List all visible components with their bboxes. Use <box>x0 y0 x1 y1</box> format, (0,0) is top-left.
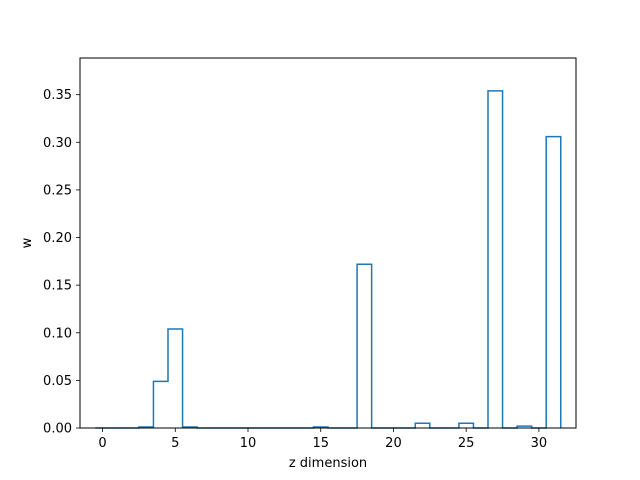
y-axis-label: w <box>20 237 35 248</box>
x-tick-label: 5 <box>171 436 179 451</box>
histogram-bin <box>415 423 430 428</box>
y-tick-label: 0.20 <box>43 231 72 246</box>
x-axis: 0 5 10 15 20 25 30 <box>98 428 547 451</box>
plot-area <box>95 90 562 429</box>
histogram-bin <box>168 329 183 428</box>
histogram-bin <box>459 423 474 428</box>
histogram-bin <box>488 91 503 428</box>
y-axis: 0.00 0.05 0.10 0.15 0.20 0.25 0.30 0.35 <box>43 88 80 437</box>
x-tick-label: 25 <box>458 436 475 451</box>
histogram-bin <box>357 264 372 428</box>
x-axis-label: z dimension <box>289 456 367 471</box>
y-tick-label: 0.25 <box>43 183 72 198</box>
x-tick-label: 30 <box>531 436 548 451</box>
x-tick-label: 10 <box>240 436 257 451</box>
y-tick-label: 0.00 <box>43 422 72 437</box>
axes-frame <box>79 57 577 429</box>
y-tick-label: 0.35 <box>43 88 72 103</box>
x-tick-label: 20 <box>385 436 402 451</box>
y-tick-label: 0.05 <box>43 374 72 389</box>
y-tick-label: 0.10 <box>43 326 72 341</box>
histogram-bin <box>546 137 561 428</box>
y-tick-label: 0.15 <box>43 279 72 294</box>
histogram-step-line <box>95 90 562 429</box>
x-tick-label: 0 <box>98 436 106 451</box>
x-tick-label: 15 <box>312 436 329 451</box>
y-tick-label: 0.30 <box>43 136 72 151</box>
histogram-bin <box>153 381 168 428</box>
